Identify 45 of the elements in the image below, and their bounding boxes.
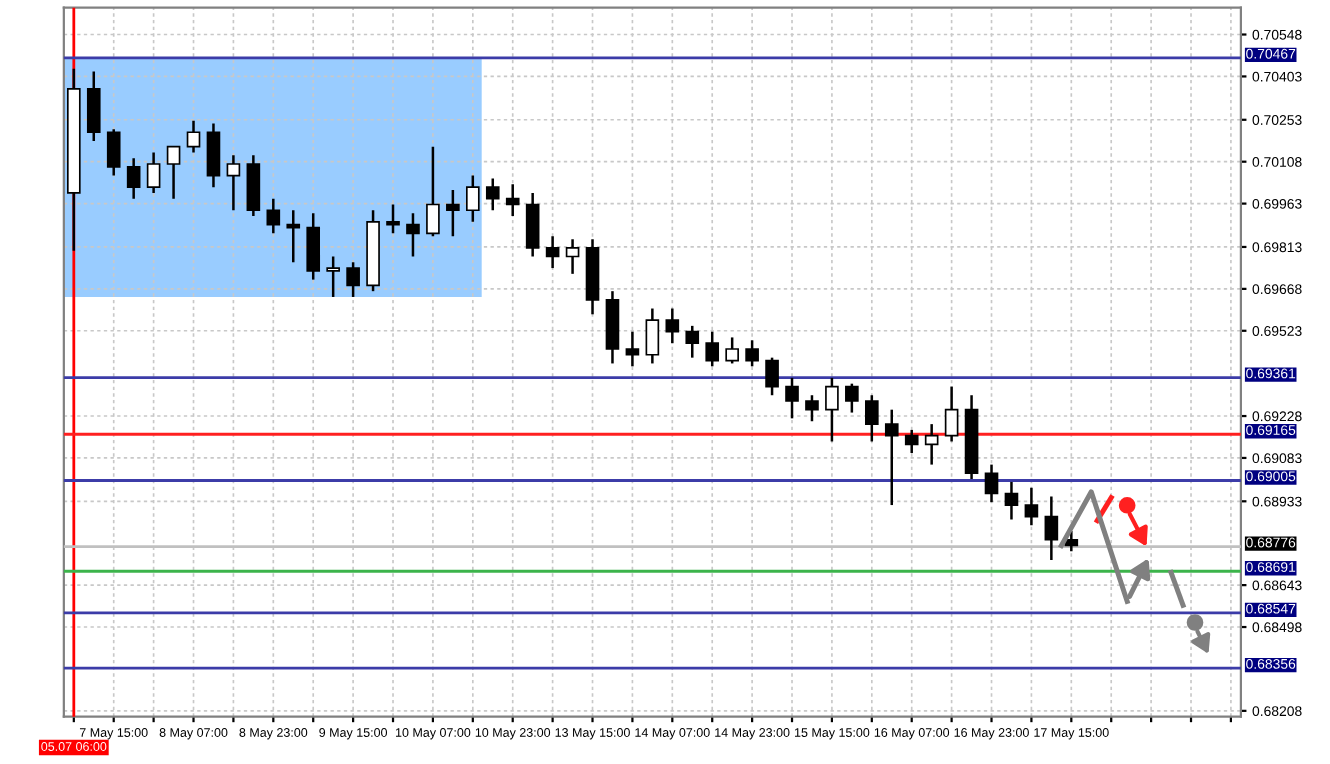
candlestick <box>1044 495 1059 562</box>
candlestick <box>106 128 121 177</box>
candlestick <box>246 154 261 218</box>
candlestick <box>565 237 580 276</box>
candlestick <box>665 307 680 345</box>
candlestick <box>126 156 141 200</box>
candlestick <box>884 408 899 507</box>
candlestick <box>984 463 999 504</box>
candlestick <box>1024 486 1039 527</box>
candlestick <box>904 428 919 455</box>
candlestick <box>485 177 500 212</box>
candlestick <box>845 382 859 414</box>
candlestick <box>386 203 400 235</box>
candlestick <box>206 122 221 189</box>
candlestick <box>465 174 480 224</box>
candlestick <box>805 393 819 423</box>
candlestick <box>625 330 640 368</box>
candlestick <box>725 336 739 365</box>
candlestick <box>825 376 839 443</box>
candlestick <box>286 209 301 264</box>
candlestick <box>326 255 340 299</box>
candlestick <box>266 197 281 235</box>
candlestick <box>705 330 720 368</box>
candlestick <box>685 324 700 359</box>
candlestick <box>745 339 759 368</box>
candlestick <box>186 119 201 154</box>
candlestick <box>505 182 520 218</box>
candlestick <box>525 191 540 258</box>
candlestick <box>226 154 241 212</box>
candlestick <box>306 211 321 281</box>
candlestick <box>446 188 460 238</box>
candlestick <box>864 393 879 443</box>
candlestick <box>1004 480 1019 521</box>
candlestick <box>765 356 779 397</box>
candlestick <box>944 385 959 443</box>
candlestick <box>426 145 440 238</box>
candlestick <box>924 422 939 466</box>
candlestick <box>785 376 799 420</box>
candlestick <box>166 145 181 200</box>
candlestick <box>645 307 660 365</box>
candlestick <box>146 151 161 195</box>
candlestick <box>86 70 101 143</box>
candlestick <box>406 211 420 258</box>
candlestick <box>545 235 560 270</box>
candlestick <box>346 261 360 299</box>
